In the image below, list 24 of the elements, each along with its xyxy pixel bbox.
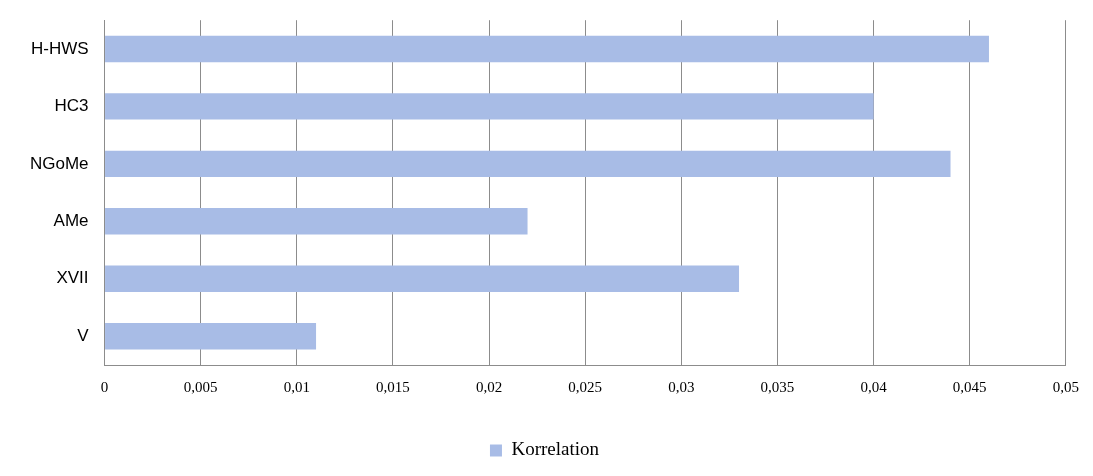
x-tick-label: 0,03 [668, 378, 695, 395]
y-tick-label: XVII [56, 268, 89, 288]
x-tick-label: 0 [100, 378, 109, 395]
bar [105, 93, 874, 120]
y-tick-label: HC3 [54, 96, 89, 116]
bar [105, 208, 528, 235]
bar [105, 265, 740, 293]
x-tick-label: 0,02 [475, 378, 503, 395]
y-tick-label: H-HWS [30, 38, 89, 58]
x-tick-label: 0,025 [568, 378, 603, 395]
legend-label: Korrelation [511, 438, 600, 460]
x-tick-label: 0,035 [760, 378, 795, 395]
x-tick-label: 0,045 [952, 378, 987, 395]
y-tick-label: NGoMe [29, 153, 89, 173]
x-tick-label: 0,015 [376, 378, 410, 395]
y-tick-label: V [77, 325, 90, 345]
bar [105, 323, 317, 350]
x-tick-label: 0,005 [183, 378, 218, 395]
x-tick-label: 0,04 [860, 378, 888, 395]
x-tick-label: 0,01 [283, 378, 310, 395]
x-tick-label: 0,05 [1052, 378, 1079, 395]
y-tick-label: AMe [53, 211, 89, 231]
bar [105, 35, 989, 63]
bar [105, 150, 951, 178]
